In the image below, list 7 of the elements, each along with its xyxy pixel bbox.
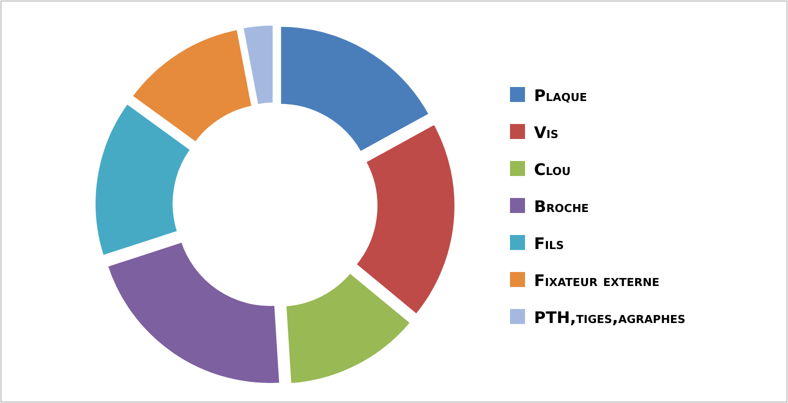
legend-label: PTH,tiges,agraphes [534, 308, 686, 327]
legend-label: Vis [534, 123, 558, 142]
legend-label: Clou [534, 160, 571, 179]
legend-label: Fixateur externe [534, 271, 660, 290]
legend-label: Broche [534, 197, 589, 216]
legend-label: Fils [534, 234, 564, 253]
legend-label: Plaque [534, 86, 588, 105]
